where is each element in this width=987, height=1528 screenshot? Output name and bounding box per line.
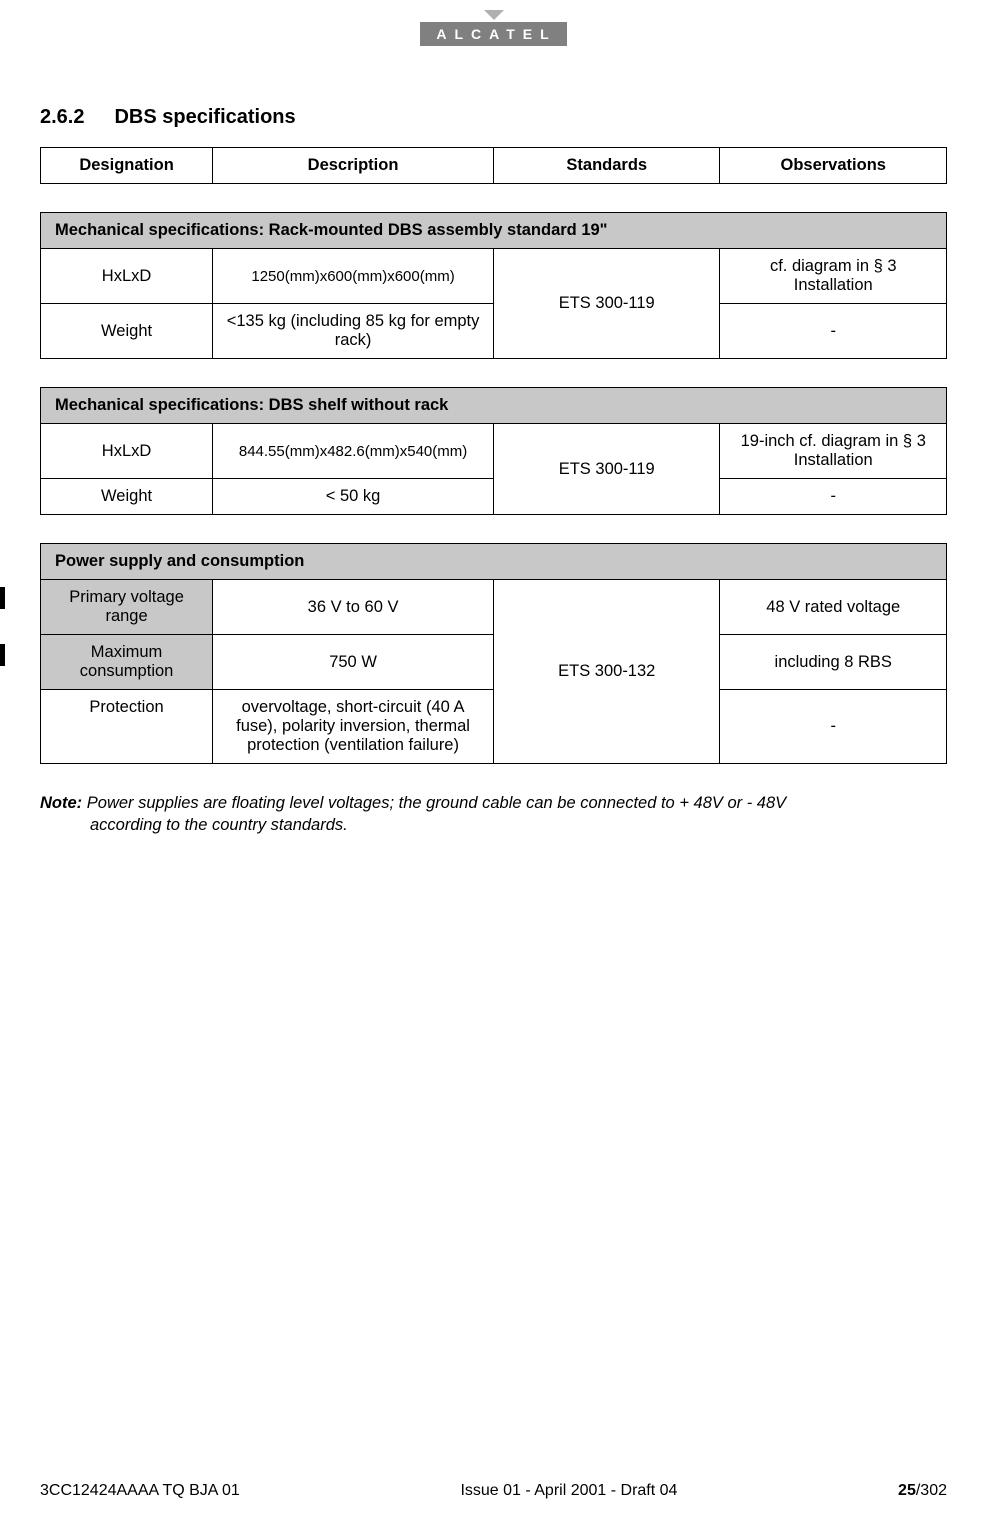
brand-logo: ALCATEL — [40, 0, 947, 46]
cell-designation: Protection — [41, 690, 213, 764]
logo-text: ALCATEL — [420, 22, 566, 46]
table-row: Primary voltage range 36 V to 60 V ETS 3… — [41, 580, 947, 635]
cell-designation: HxLxD — [41, 424, 213, 479]
cell-designation: Weight — [41, 479, 213, 515]
cell-observations: 19-inch cf. diagram in § 3 Installation — [720, 424, 947, 479]
change-bar-icon — [0, 644, 5, 666]
change-bar-icon — [0, 587, 5, 609]
col-description: Description — [213, 148, 494, 184]
footer-page-total: /302 — [916, 1482, 947, 1499]
table-rack-mounted: Mechanical specifications: Rack-mounted … — [40, 212, 947, 359]
note-block: Note: Power supplies are floating level … — [40, 792, 947, 837]
footer-doc-id: 3CC12424AAAA TQ BJA 01 — [40, 1482, 240, 1500]
cell-designation: Weight — [41, 304, 213, 359]
section-title: DBS specifications — [114, 106, 295, 128]
col-observations: Observations — [720, 148, 947, 184]
section-number: 2.6.2 — [40, 106, 84, 128]
table-row: Power supply and consumption — [41, 544, 947, 580]
table-header-row: Designation Description Standards Observ… — [41, 148, 947, 184]
cell-description: 36 V to 60 V — [213, 580, 494, 635]
cell-designation: HxLxD — [41, 249, 213, 304]
table-title: Power supply and consumption — [41, 544, 947, 580]
cell-description: <135 kg (including 85 kg for empty rack) — [213, 304, 494, 359]
cell-standards: ETS 300-119 — [493, 249, 720, 359]
cell-observations: cf. diagram in § 3 Installation — [720, 249, 947, 304]
cell-description: < 50 kg — [213, 479, 494, 515]
table-shelf-without-rack: Mechanical specifications: DBS shelf wit… — [40, 387, 947, 515]
footer-page-current: 25 — [898, 1482, 916, 1499]
col-designation: Designation — [41, 148, 213, 184]
table-row: HxLxD 844.55(mm)x482.6(mm)x540(mm) ETS 3… — [41, 424, 947, 479]
cell-observations: including 8 RBS — [720, 635, 947, 690]
table-row: Mechanical specifications: DBS shelf wit… — [41, 388, 947, 424]
note-line1: Power supplies are floating level voltag… — [87, 794, 786, 812]
cell-observations: - — [720, 479, 947, 515]
table-power-supply: Power supply and consumption Primary vol… — [40, 543, 947, 764]
cell-description: 844.55(mm)x482.6(mm)x540(mm) — [213, 424, 494, 479]
cell-designation: Maximum consumption — [41, 635, 213, 690]
cell-observations: - — [720, 304, 947, 359]
note-label: Note: — [40, 794, 82, 812]
cell-description: 750 W — [213, 635, 494, 690]
footer-issue: Issue 01 - April 2001 - Draft 04 — [460, 1482, 677, 1500]
note-line2: according to the country standards. — [90, 814, 947, 836]
section-heading: 2.6.2 DBS specifications — [40, 106, 947, 129]
cell-standards: ETS 300-132 — [493, 580, 720, 764]
cell-observations: - — [720, 690, 947, 764]
header-table: Designation Description Standards Observ… — [40, 147, 947, 184]
table-title: Mechanical specifications: Rack-mounted … — [41, 213, 947, 249]
col-standards: Standards — [493, 148, 720, 184]
cell-standards: ETS 300-119 — [493, 424, 720, 515]
table-row: HxLxD 1250(mm)x600(mm)x600(mm) ETS 300-1… — [41, 249, 947, 304]
cell-observations: 48 V rated voltage — [720, 580, 947, 635]
table-title: Mechanical specifications: DBS shelf wit… — [41, 388, 947, 424]
table-row: Mechanical specifications: Rack-mounted … — [41, 213, 947, 249]
cell-designation: Primary voltage range — [41, 580, 213, 635]
cell-description: overvoltage, short-circuit (40 A fuse), … — [213, 690, 494, 764]
cell-description: 1250(mm)x600(mm)x600(mm) — [213, 249, 494, 304]
logo-arrow-icon — [484, 10, 504, 20]
page-footer: 3CC12424AAAA TQ BJA 01 Issue 01 - April … — [40, 1482, 947, 1500]
footer-page: 25/302 — [898, 1482, 947, 1500]
